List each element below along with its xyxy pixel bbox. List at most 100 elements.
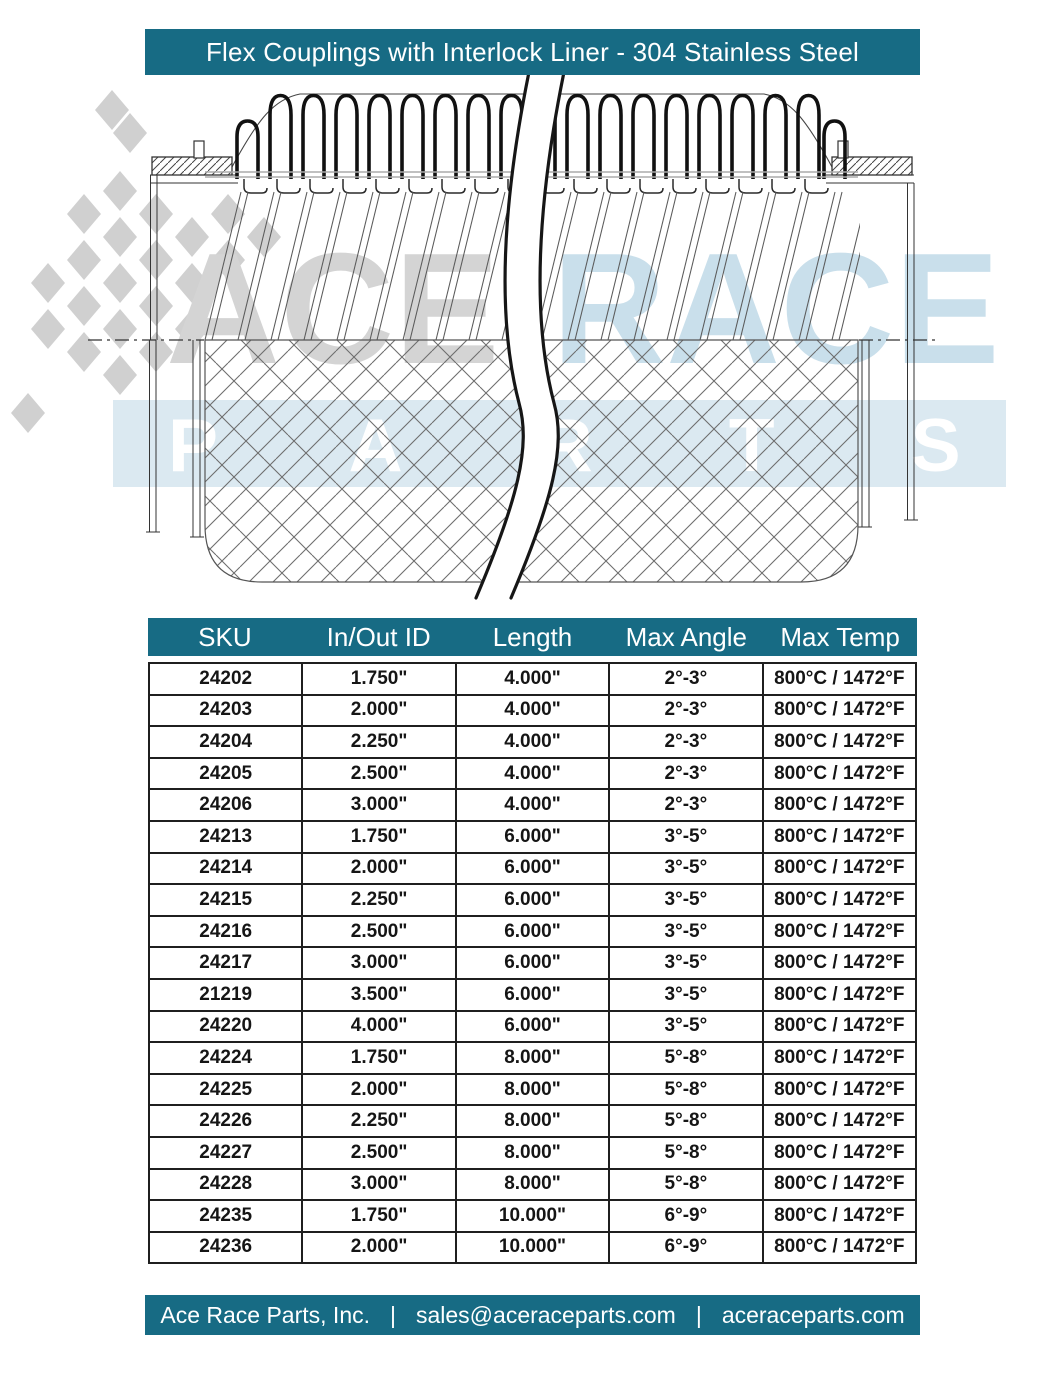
table-cell: 6°-9°	[608, 1199, 764, 1233]
table-cell: 2°-3°	[608, 693, 764, 728]
table-cell: 5°-8°	[608, 1167, 764, 1202]
table-cell: 3°-5°	[608, 914, 764, 949]
table-cell: 8.000"	[454, 1041, 611, 1075]
table-cell: 24216	[147, 914, 304, 949]
table-cell: 2.250"	[301, 883, 457, 917]
right-cuff	[826, 140, 918, 528]
table-cell: 2.000"	[301, 851, 457, 886]
table-cell: 2.500"	[301, 756, 457, 791]
table-cell: 8.000"	[454, 1135, 611, 1170]
table-cell: 800°C / 1472°F	[761, 977, 918, 1012]
table-cell: 800°C / 1472°F	[761, 851, 918, 886]
table-row: 24202 1.750" 4.000" 2°-3° 800°C / 1472°F	[147, 662, 918, 696]
table-cell: 3°-5°	[608, 883, 764, 917]
table-cell: 1.750"	[301, 1041, 457, 1075]
table-cell: 3°-5°	[608, 977, 764, 1012]
table-cell: 800°C / 1472°F	[761, 883, 918, 917]
table-cell: 1.750"	[301, 662, 457, 696]
table-cell: 5°-8°	[608, 1135, 764, 1170]
table-row: 24205 2.500" 4.000" 2°-3° 800°C / 1472°F	[147, 756, 918, 791]
left-cuff	[146, 140, 238, 538]
table-cell: 800°C / 1472°F	[761, 725, 918, 759]
table-cell: 24205	[147, 756, 304, 791]
table-cell: 2.000"	[301, 1072, 457, 1107]
company-name: Ace Race Parts, Inc.	[160, 1301, 370, 1328]
table-cell: 2°-3°	[608, 756, 764, 791]
table-cell: 2.250"	[301, 1104, 457, 1138]
table-row: 24227 2.500" 8.000" 5°-8° 800°C / 1472°F	[147, 1135, 918, 1170]
table-cell: 800°C / 1472°F	[761, 1009, 918, 1044]
page-title: Flex Couplings with Interlock Liner - 30…	[205, 36, 860, 67]
table-cell: 24220	[147, 1009, 304, 1044]
table-cell: 2°-3°	[608, 788, 764, 822]
table-cell: 800°C / 1472°F	[761, 1167, 918, 1202]
spec-table: SKU In/Out ID Length Max Angle Max Temp 2420…	[147, 618, 918, 1265]
table-cell: 2.500"	[301, 914, 457, 949]
footer-separator: |	[695, 1301, 702, 1328]
table-cell: 4.000"	[454, 662, 611, 696]
table-row: 24203 2.000" 4.000" 2°-3° 800°C / 1472°F	[147, 693, 918, 728]
table-cell: 24215	[147, 883, 304, 917]
table-cell: 6.000"	[454, 946, 611, 980]
table-row: 24214 2.000" 6.000" 3°-5° 800°C / 1472°F	[147, 851, 918, 886]
table-cell: 4.000"	[454, 788, 611, 822]
table-cell: 800°C / 1472°F	[761, 1199, 918, 1233]
table-cell: 2.000"	[301, 693, 457, 728]
column-header: SKU	[198, 621, 252, 652]
table-cell: 4.000"	[454, 756, 611, 791]
column-header: Max Temp	[780, 621, 900, 652]
table-cell: 24203	[147, 693, 304, 728]
table-cell: 800°C / 1472°F	[761, 819, 918, 854]
table-cell: 4.000"	[454, 725, 611, 759]
column-header: In/Out ID	[326, 621, 431, 652]
table-row: 24206 3.000" 4.000" 2°-3° 800°C / 1472°F	[147, 788, 918, 822]
table-row: 24216 2.500" 6.000" 3°-5° 800°C / 1472°F	[147, 914, 918, 949]
table-cell: 5°-8°	[608, 1072, 764, 1107]
table-cell: 24202	[147, 662, 304, 696]
table-row: 24213 1.750" 6.000" 3°-5° 800°C / 1472°F	[147, 819, 918, 854]
footer-bar: Ace Race Parts, Inc. | sales@aceracepart…	[145, 1295, 920, 1335]
table-cell: 6°-9°	[608, 1230, 764, 1265]
table-row: 24225 2.000" 8.000" 5°-8° 800°C / 1472°F	[147, 1072, 918, 1107]
table-cell: 3.500"	[301, 977, 457, 1012]
table-cell: 10.000"	[454, 1230, 611, 1265]
table-row: 24215 2.250" 6.000" 3°-5° 800°C / 1472°F	[147, 883, 918, 917]
table-header-row: SKU In/Out ID Length Max Angle Max Temp	[148, 618, 917, 656]
table-cell: 24227	[147, 1135, 304, 1170]
table-cell: 8.000"	[454, 1072, 611, 1107]
table-cell: 2.500"	[301, 1135, 457, 1170]
website-link[interactable]: aceraceparts.com	[721, 1301, 905, 1328]
table-cell: 2.000"	[301, 1230, 457, 1265]
table-cell: 1.750"	[301, 819, 457, 854]
table-cell: 3°-5°	[608, 1009, 764, 1044]
table-cell: 3°-5°	[608, 851, 764, 886]
email-link[interactable]: sales@aceraceparts.com	[415, 1301, 676, 1328]
table-cell: 2°-3°	[608, 725, 764, 759]
table-cell: 24206	[147, 788, 304, 822]
table-cell: 10.000"	[454, 1199, 611, 1233]
table-body: 24202 1.750" 4.000" 2°-3° 800°C / 1472°F 2420…	[147, 662, 918, 1265]
table-cell: 8.000"	[454, 1104, 611, 1138]
table-row: 24217 3.000" 6.000" 3°-5° 800°C / 1472°F	[147, 946, 918, 980]
table-row: 24235 1.750" 10.000" 6°-9° 800°C / 1472°F	[147, 1199, 918, 1233]
table-cell: 3.000"	[301, 1167, 457, 1202]
title-bar: Flex Couplings with Interlock Liner - 30…	[145, 29, 920, 75]
table-cell: 24236	[147, 1230, 304, 1265]
table-cell: 3.000"	[301, 788, 457, 822]
table-cell: 3°-5°	[608, 819, 764, 854]
table-cell: 800°C / 1472°F	[761, 1135, 918, 1170]
table-cell: 6.000"	[454, 851, 611, 886]
table-grid: 24202 1.750" 4.000" 2°-3° 800°C / 1472°F 2420…	[147, 662, 918, 1265]
table-cell: 24204	[147, 725, 304, 759]
table-cell: 24228	[147, 1167, 304, 1202]
table-cell: 800°C / 1472°F	[761, 756, 918, 791]
table-cell: 6.000"	[454, 819, 611, 854]
table-cell: 24213	[147, 819, 304, 854]
table-cell: 5°-8°	[608, 1104, 764, 1138]
table-cell: 800°C / 1472°F	[761, 693, 918, 728]
footer-separator: |	[390, 1301, 396, 1328]
table-cell: 6.000"	[454, 883, 611, 917]
table-cell: 4.000"	[454, 693, 611, 728]
table-row: 24224 1.750" 8.000" 5°-8° 800°C / 1472°F	[147, 1041, 918, 1075]
column-header: Length	[492, 621, 573, 652]
